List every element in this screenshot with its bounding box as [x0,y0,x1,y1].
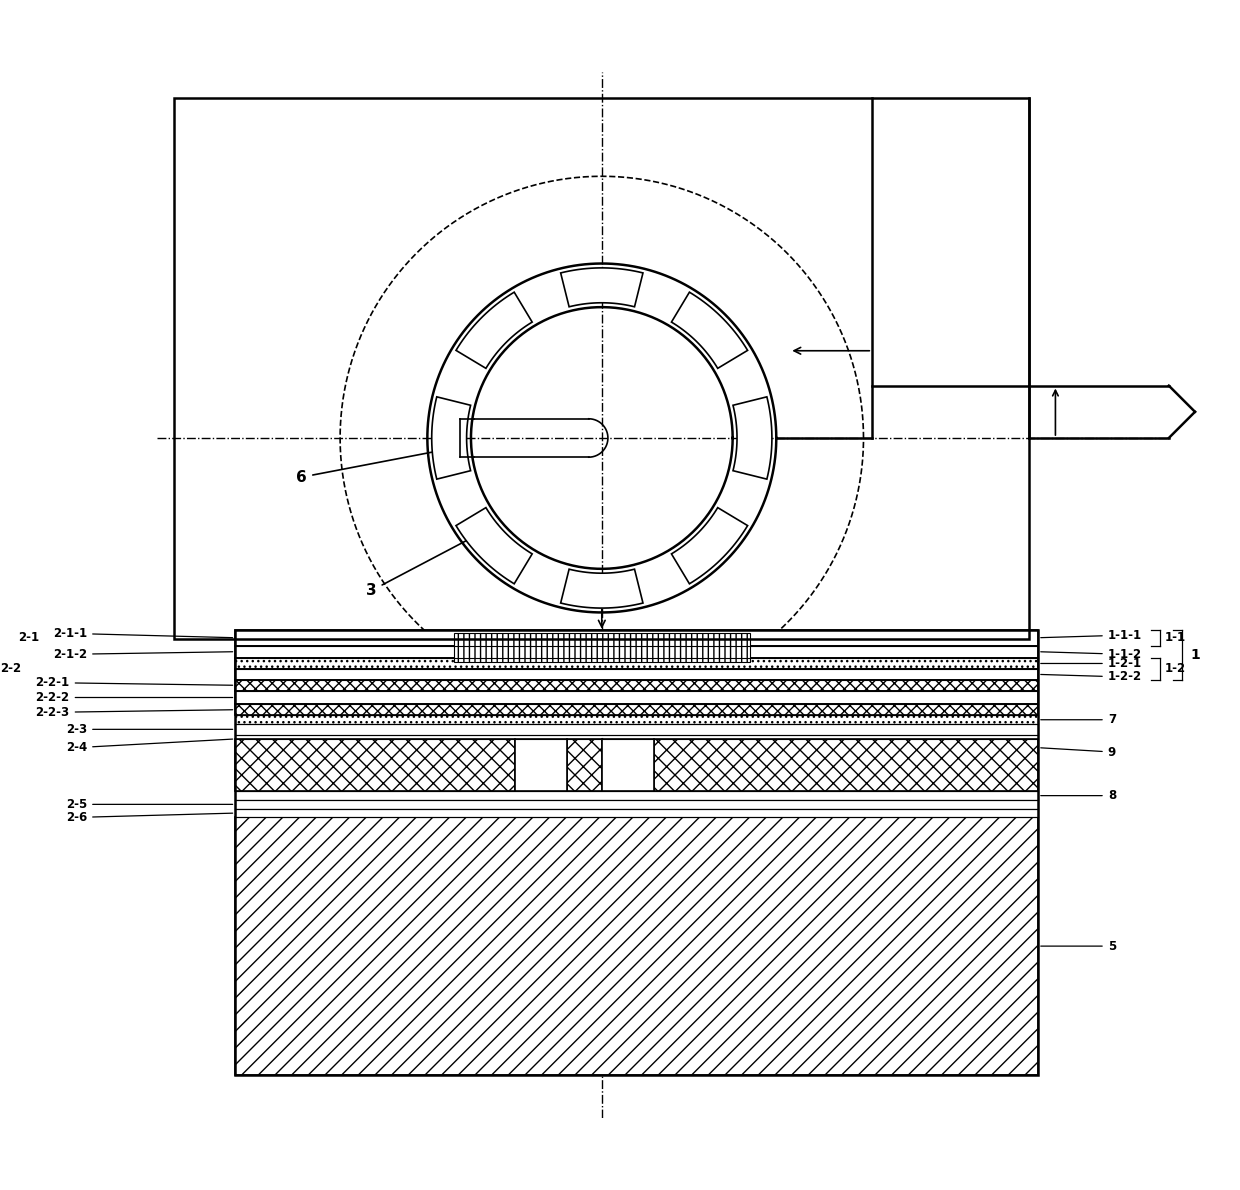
Text: 2-2-3: 2-2-3 [36,706,233,719]
Polygon shape [671,293,748,369]
Text: 9: 9 [1040,745,1116,758]
Polygon shape [655,739,1038,791]
Polygon shape [601,739,655,791]
Text: 1-2-2: 1-2-2 [1040,670,1142,683]
Text: 2-2: 2-2 [0,662,22,675]
Text: 1-1-2: 1-1-2 [1040,647,1142,660]
Text: 4: 4 [596,590,606,627]
Text: 1-2-1: 1-2-1 [1040,657,1142,670]
Polygon shape [432,396,471,480]
Text: 2-1-1: 2-1-1 [53,627,233,640]
Text: 3: 3 [366,525,497,599]
Text: 2-6: 2-6 [66,810,233,823]
Polygon shape [560,569,644,608]
Polygon shape [236,691,1038,704]
Polygon shape [236,739,515,791]
Polygon shape [236,646,1038,658]
Text: 2-2-2: 2-2-2 [36,691,233,704]
Polygon shape [236,818,1038,1075]
Polygon shape [236,669,1038,679]
Polygon shape [236,704,1038,715]
Text: 7: 7 [1040,713,1116,726]
Polygon shape [236,809,1038,818]
Text: 2-2-1: 2-2-1 [36,676,233,689]
Polygon shape [671,508,748,584]
Text: 1-1: 1-1 [1164,631,1185,644]
Text: 8: 8 [1040,789,1116,802]
Text: 2-5: 2-5 [66,797,233,810]
Polygon shape [567,739,601,791]
Polygon shape [236,658,1038,669]
Text: 5: 5 [1040,940,1116,953]
Polygon shape [236,715,1038,724]
Polygon shape [456,293,532,369]
Polygon shape [454,633,750,662]
Text: 1-2: 1-2 [1164,662,1185,675]
Polygon shape [236,800,1038,809]
Polygon shape [456,508,532,584]
Text: 2-3: 2-3 [66,722,233,735]
Polygon shape [515,739,567,791]
Text: 2-1: 2-1 [19,631,40,644]
Text: 6: 6 [296,445,456,484]
Polygon shape [236,724,1038,734]
Polygon shape [236,679,1038,691]
Polygon shape [236,791,1038,800]
Text: 2-1-2: 2-1-2 [53,647,233,660]
Text: 1: 1 [1190,647,1200,662]
Polygon shape [733,396,773,480]
Text: 2-4: 2-4 [66,739,233,754]
Polygon shape [236,630,1038,646]
Polygon shape [560,268,644,307]
Text: 1-1-1: 1-1-1 [1040,628,1142,641]
